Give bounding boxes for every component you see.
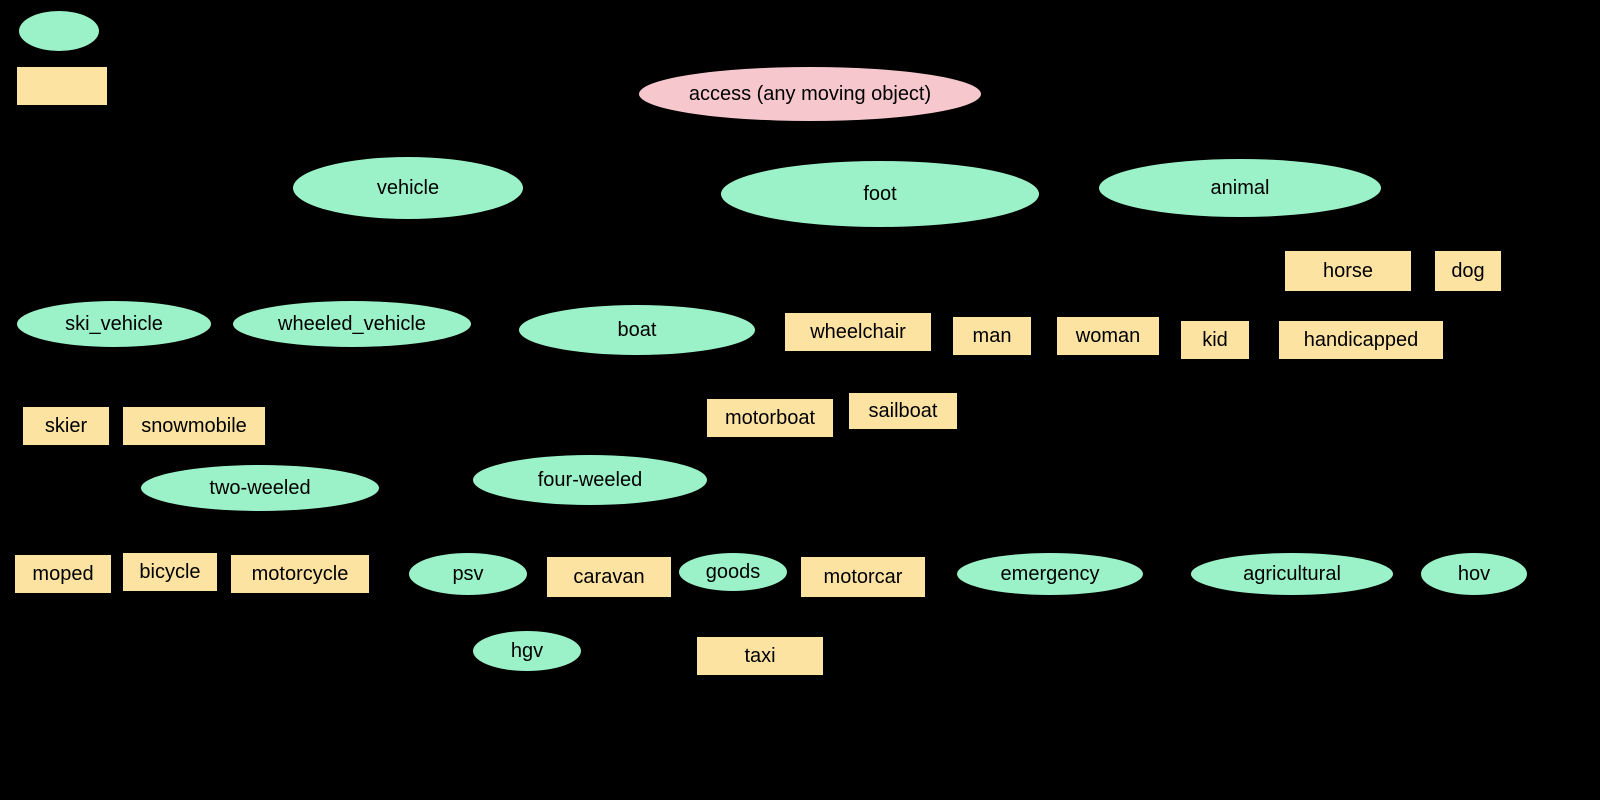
edge-ski_vehicle-skier [75, 348, 102, 406]
node-boat: boat [518, 304, 756, 356]
edge-wheeled_vehicle-four_wheeled [387, 347, 552, 455]
node-emergency: emergency [956, 552, 1144, 596]
edge-access-animal [913, 116, 1142, 166]
node-two_wheeled: two-weeled [140, 464, 380, 512]
edge-animal-horse [1278, 217, 1321, 250]
edge-vehicle-wheeled_vehicle [362, 220, 395, 300]
edge-foot-kid [950, 225, 1180, 325]
node-moped: moped [14, 554, 112, 594]
edge-foot-man [906, 228, 976, 316]
legend-tag-label: tag [120, 76, 148, 99]
node-taxi: taxi [696, 636, 824, 676]
node-wheeled_vehicle: wheeled_vehicle [232, 300, 472, 348]
node-motorcar: motorcar [800, 556, 926, 598]
node-agricultural: agricultural [1190, 552, 1394, 596]
edge-motorcar-taxi [786, 598, 836, 636]
node-skier: skier [22, 406, 110, 446]
node-vehicle: vehicle [292, 156, 524, 220]
edge-boat-sailboat [706, 351, 848, 394]
node-foot: foot [720, 160, 1040, 228]
node-sailboat: sailboat [848, 392, 958, 430]
node-caravan: caravan [546, 556, 672, 598]
edge-four_wheeled-agricultural [691, 494, 1206, 563]
node-animal: animal [1098, 158, 1382, 218]
edge-four_wheeled-goods [628, 505, 706, 555]
node-ski_vehicle: ski_vehicle [16, 300, 212, 348]
node-woman: woman [1056, 316, 1160, 356]
edge-foot-woman [932, 226, 1076, 316]
node-man: man [952, 316, 1032, 356]
edge-two_wheeled-motorcycle [271, 512, 291, 554]
node-motorboat: motorboat [706, 398, 834, 438]
node-goods: goods [678, 552, 788, 592]
node-access: access (any moving object) [638, 66, 982, 122]
edge-four_wheeled-motorcar [652, 502, 804, 556]
edge-two_wheeled-bicycle [191, 511, 234, 552]
node-horse: horse [1284, 250, 1412, 292]
edge-ski_vehicle-snowmobile [132, 348, 178, 406]
node-four_wheeled: four-weeled [472, 454, 708, 506]
node-handicapped: handicapped [1278, 320, 1444, 360]
node-kid: kid [1180, 320, 1250, 360]
edge-vehicle-ski_vehicle [160, 215, 349, 302]
node-bicycle: bicycle [122, 552, 218, 592]
edge-four_wheeled-emergency [677, 498, 980, 560]
node-motorcycle: motorcycle [230, 554, 370, 594]
edge-access-foot [829, 122, 856, 161]
edge-two_wheeled-moped [109, 510, 210, 554]
node-dog: dog [1434, 250, 1502, 292]
legend-abstract-shape [18, 10, 100, 52]
edge-four_wheeled-psv [494, 505, 558, 554]
edge-access-vehicle [496, 117, 711, 167]
edge-foot-handicapped [972, 222, 1295, 320]
node-wheelchair: wheelchair [784, 312, 932, 352]
node-hgv: hgv [472, 630, 582, 672]
node-snowmobile: snowmobile [122, 406, 266, 446]
node-psv: psv [408, 552, 528, 596]
edge-four_wheeled-caravan [595, 506, 605, 556]
edge-vehicle-boat [455, 217, 597, 305]
legend-abstract-label: abstract class [112, 20, 234, 43]
legend-tag-shape [16, 66, 108, 106]
edge-wheeled_vehicle-two_wheeled [273, 348, 338, 464]
node-hov: hov [1420, 552, 1528, 596]
edge-foot-wheelchair [861, 228, 874, 312]
edge-boat-motorboat [674, 355, 739, 398]
